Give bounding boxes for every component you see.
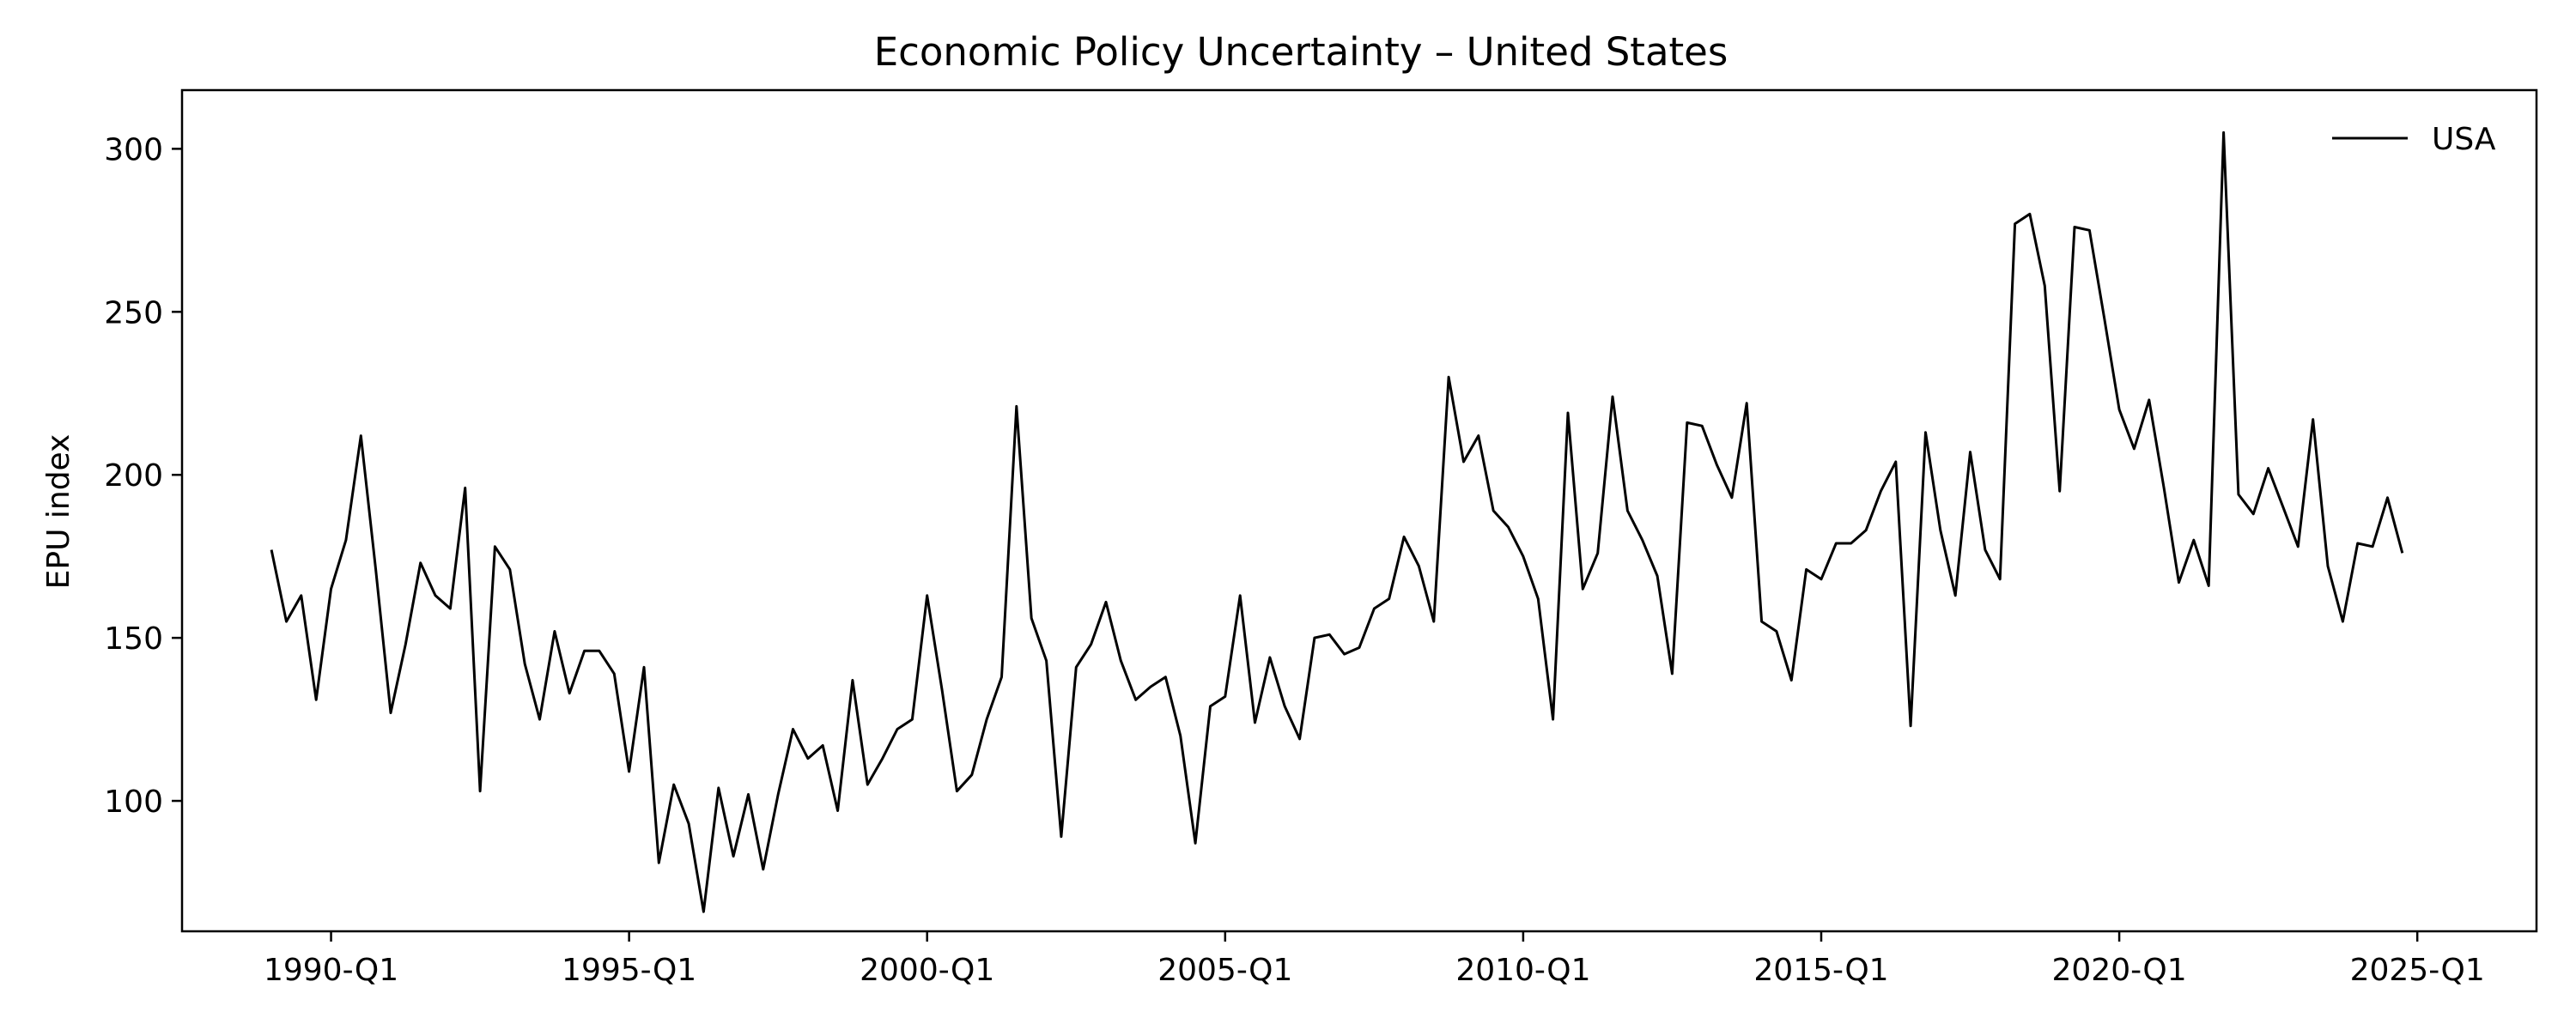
x-tick-label: 2010-Q1 <box>1455 953 1590 988</box>
x-tick-label: 2025-Q1 <box>2350 953 2485 988</box>
y-tick-label: 300 <box>104 132 163 167</box>
y-axis: 100 150 200 250 300 <box>104 132 182 820</box>
legend-label-usa: USA <box>2432 122 2496 157</box>
x-tick-label: 2005-Q1 <box>1157 953 1292 988</box>
y-tick-label: 250 <box>104 295 163 330</box>
x-tick-label: 2000-Q1 <box>860 953 994 988</box>
x-tick-label: 1990-Q1 <box>264 953 398 988</box>
chart-title: Economic Policy Uncertainty – United Sta… <box>874 29 1728 75</box>
y-tick-label: 100 <box>104 785 163 820</box>
x-tick-label: 2015-Q1 <box>1753 953 1888 988</box>
x-axis: 1990-Q1 1995-Q1 2000-Q1 2005-Q1 2010-Q1 2015-… <box>264 931 2485 988</box>
x-tick-label: 1995-Q1 <box>562 953 696 988</box>
legend: USA <box>2332 122 2496 157</box>
y-tick-label: 200 <box>104 458 163 494</box>
series-layer <box>270 130 2404 913</box>
y-axis-label: EPU index <box>41 434 76 590</box>
plot-frame <box>180 88 2538 933</box>
x-tick-label: 2020-Q1 <box>2051 953 2186 988</box>
y-tick-label: 150 <box>104 621 163 657</box>
series-line-usa <box>270 130 2404 913</box>
